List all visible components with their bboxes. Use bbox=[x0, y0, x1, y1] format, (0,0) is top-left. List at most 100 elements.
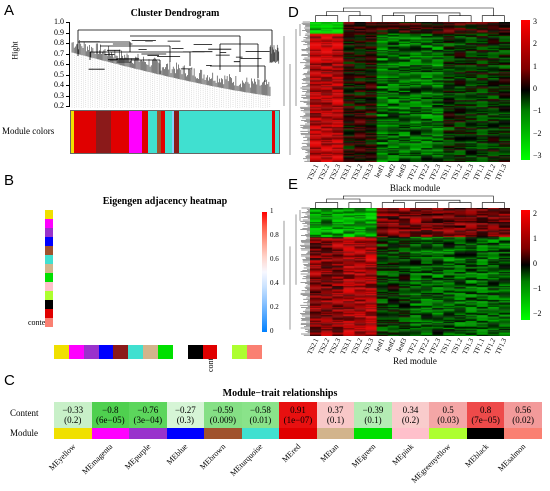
trait-module-row-label: Module bbox=[10, 428, 38, 438]
dendrogram-tick-mark bbox=[66, 53, 70, 55]
trait-pvalue: (7e−05) bbox=[471, 415, 500, 425]
adjacency-col-color bbox=[68, 345, 84, 359]
adjacency-title: Eigengen adjacency heatmap bbox=[102, 196, 228, 207]
trait-correlation: −0.8 bbox=[102, 405, 119, 415]
heatmap-colorbar-tick: −2 bbox=[533, 309, 542, 318]
black-module-caption: Black module bbox=[389, 183, 441, 193]
black-module-heatmap bbox=[310, 22, 510, 162]
adjacency-row-color bbox=[45, 255, 53, 264]
trait-cell: 0.34 (0.2) bbox=[391, 402, 430, 428]
trait-pvalue: (0.2) bbox=[401, 415, 420, 425]
adjacency-col-color bbox=[232, 345, 248, 359]
trait-correlation: 0.91 bbox=[290, 405, 306, 415]
trait-module-color-row bbox=[54, 428, 542, 439]
red-module-row-dendrogram bbox=[283, 207, 310, 336]
adjacency-colorbar-tick: 0 bbox=[270, 327, 274, 335]
adjacency-row-color bbox=[45, 309, 53, 318]
panel-b-label: B bbox=[4, 172, 15, 189]
red-module-heatmap bbox=[310, 208, 510, 336]
adjacency-col-colors bbox=[54, 345, 263, 359]
dendrogram-plot bbox=[71, 29, 280, 108]
trait-pvalue: (1e−07) bbox=[283, 415, 313, 425]
module-colors-label: Module colors bbox=[2, 126, 55, 136]
dendrogram-title: Cluster Dendrogram bbox=[130, 8, 220, 19]
adjacency-colorbar-tick: 1 bbox=[270, 207, 274, 215]
adjacency-row-color bbox=[45, 264, 53, 273]
trait-correlation: 0.5 bbox=[442, 405, 454, 415]
dendrogram-ytick: 0.6 bbox=[54, 59, 64, 68]
heatmap-colorbar-tick: 1 bbox=[533, 234, 537, 243]
trait-pvalue: (0.03) bbox=[437, 415, 459, 425]
adjacency-col-color bbox=[128, 345, 144, 359]
trait-cell: −0.59 (0.009) bbox=[204, 402, 242, 428]
heatmap-colorbar-tick: 1 bbox=[533, 61, 537, 71]
trait-cell: 0.5 (0.03) bbox=[429, 402, 467, 428]
trait-pvalue: (0.009) bbox=[209, 415, 237, 425]
adjacency-row-color bbox=[45, 327, 53, 336]
dendrogram-ytick: 0.8 bbox=[54, 38, 64, 47]
adjacency-col-color bbox=[143, 345, 159, 359]
heatmap-colorbar-tick: −1 bbox=[533, 106, 542, 116]
dendrogram-tick-mark bbox=[66, 95, 70, 97]
dendrogram-ytick: 0.5 bbox=[54, 69, 64, 79]
dendrogram-ytick: 0.3 bbox=[54, 90, 64, 100]
adjacency-row-color bbox=[45, 237, 53, 246]
red-module-colorbar bbox=[521, 210, 530, 320]
trait-module-color bbox=[204, 428, 242, 439]
trait-correlation: 0.8 bbox=[479, 405, 492, 415]
trait-module-color bbox=[129, 428, 167, 439]
trait-module-color bbox=[54, 428, 92, 439]
adjacency-col-color bbox=[217, 345, 233, 359]
trait-pvalue: (0.01) bbox=[249, 415, 272, 425]
heatmap-colorbar-tick: 0 bbox=[533, 259, 537, 268]
adjacency-col-color bbox=[202, 345, 218, 359]
trait-pvalue: (0.1) bbox=[326, 415, 345, 425]
column-dendrogram-branches bbox=[315, 7, 505, 22]
trait-cell: 0.56 (0.02) bbox=[504, 402, 542, 428]
adjacency-row-color bbox=[45, 210, 53, 219]
trait-cell: −0.33 (0.2) bbox=[54, 402, 92, 428]
black-module-col-dendrogram bbox=[315, 7, 505, 22]
adjacency-colorbar-tick: 0.6 bbox=[270, 255, 279, 263]
adjacency-col-color bbox=[113, 345, 129, 359]
trait-module-names: MEyellow MEmagenta MEpurple MEblue MEbrown ME… bbox=[47, 440, 542, 485]
dendrogram-right-cluster bbox=[269, 44, 280, 64]
adjacency-colorbar-tick: 0.4 bbox=[270, 279, 279, 287]
adjacency-row-color bbox=[45, 273, 53, 282]
dendrogram-tick-mark bbox=[66, 32, 70, 34]
adjacency-row-color bbox=[45, 291, 53, 300]
trait-module-color bbox=[166, 428, 205, 439]
module-color-segment bbox=[173, 111, 180, 153]
module-color-segment bbox=[95, 111, 112, 153]
heatmap-colorbar-tick: 2 bbox=[533, 39, 537, 49]
trait-correlation: 0.34 bbox=[402, 405, 419, 415]
adjacency-col-color bbox=[187, 345, 203, 359]
trait-module-color bbox=[279, 428, 317, 439]
dendrogram-tick-mark bbox=[66, 74, 70, 76]
trait-cell: −0.8 (6e−05) bbox=[91, 402, 130, 428]
adjacency-col-color bbox=[83, 345, 99, 359]
trait-module-color bbox=[354, 428, 392, 439]
dendrogram-tick-mark bbox=[66, 106, 70, 107]
adjacency-row-color bbox=[45, 228, 53, 237]
heatmap-colorbar-tick: −1 bbox=[533, 284, 542, 293]
dendrogram-ytick: 0.2 bbox=[54, 101, 64, 110]
module-color-segment bbox=[157, 111, 161, 153]
trait-correlation: −0.76 bbox=[137, 405, 159, 415]
trait-cell: 0.91 (1e−07) bbox=[279, 402, 317, 428]
trait-correlation: −0.59 bbox=[212, 405, 234, 415]
trait-correlation-row: −0.33 (0.2) −0.8 (6e−05) −0.76 (3e−04) −0.27 (0… bbox=[54, 402, 542, 428]
trait-module-color bbox=[241, 428, 280, 439]
adjacency-row-color bbox=[45, 246, 53, 255]
adjacency-colorbar-tick: 0.2 bbox=[270, 303, 279, 311]
trait-cell: −0.39 (0.1) bbox=[354, 402, 392, 428]
panel-a-label: A bbox=[4, 2, 15, 19]
trait-cell: −0.58 (0.01) bbox=[241, 402, 280, 428]
row-dendrogram-branches bbox=[283, 21, 310, 162]
trait-correlation: 0.56 bbox=[515, 405, 532, 415]
trait-module-color bbox=[429, 428, 467, 439]
module-color-segment bbox=[73, 111, 96, 153]
trait-correlation: −0.33 bbox=[62, 405, 84, 415]
trait-module-color bbox=[316, 428, 355, 439]
trait-cell: −0.76 (3e−04) bbox=[129, 402, 167, 428]
